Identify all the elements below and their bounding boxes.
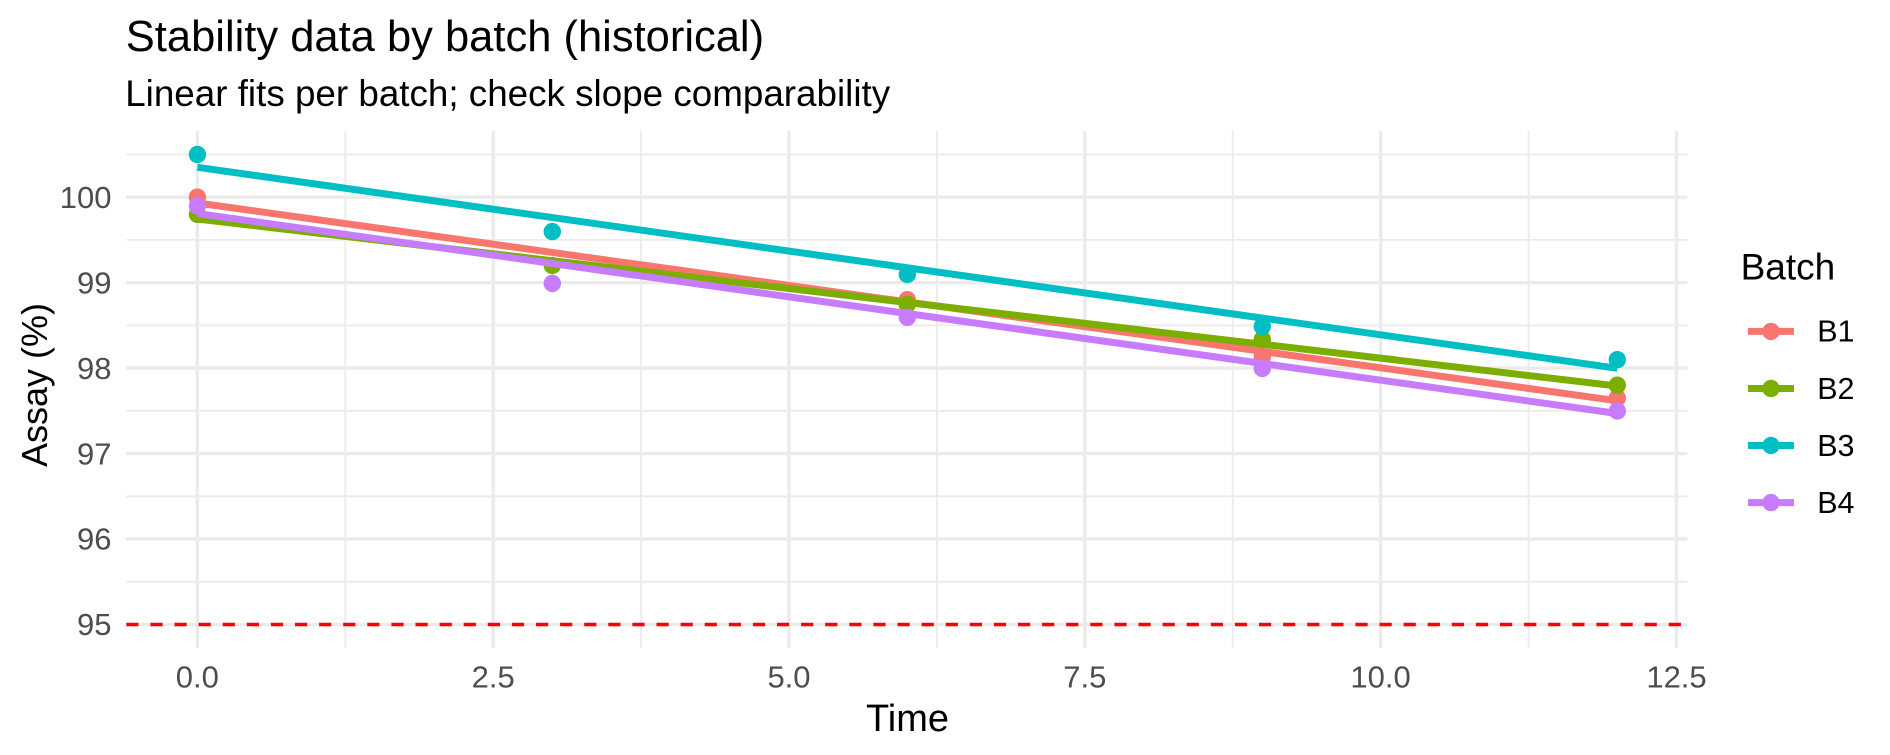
svg-text:2.5: 2.5	[472, 659, 515, 694]
svg-text:97: 97	[77, 436, 111, 471]
svg-text:5.0: 5.0	[767, 659, 810, 694]
svg-text:Assay (%): Assay (%)	[14, 303, 55, 467]
svg-text:B4: B4	[1817, 486, 1854, 520]
svg-text:7.5: 7.5	[1063, 659, 1106, 694]
svg-text:96: 96	[77, 522, 111, 557]
svg-text:95: 95	[77, 607, 111, 642]
svg-text:B1: B1	[1817, 315, 1854, 349]
svg-text:B3: B3	[1817, 429, 1854, 463]
svg-text:0.0: 0.0	[176, 659, 219, 694]
svg-text:10.0: 10.0	[1350, 659, 1410, 694]
svg-text:98: 98	[77, 351, 111, 386]
svg-text:Batch: Batch	[1741, 247, 1836, 288]
svg-text:Stability data by batch (histo: Stability data by batch (historical)	[126, 13, 764, 61]
svg-text:Time: Time	[866, 698, 949, 740]
svg-text:100: 100	[60, 180, 112, 215]
svg-text:B2: B2	[1817, 372, 1854, 406]
svg-text:12.5: 12.5	[1646, 659, 1706, 694]
svg-text:Linear fits per batch; check s: Linear fits per batch; check slope compa…	[125, 73, 891, 114]
svg-text:99: 99	[77, 265, 111, 300]
